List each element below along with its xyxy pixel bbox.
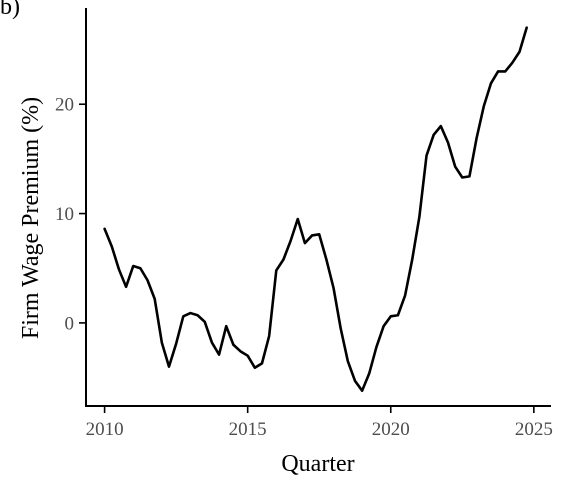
series-line <box>103 26 528 392</box>
y-tick-label: 10 <box>55 204 74 225</box>
x-axis-ticks: 2010 2015 2020 2025 <box>86 406 553 440</box>
y-tick-label: 0 <box>65 313 75 334</box>
y-axis-title: Firm Wage Premium (%) <box>18 97 44 339</box>
plot-area <box>103 26 528 392</box>
x-tick-label: 2010 <box>86 419 124 440</box>
x-tick-label: 2020 <box>372 419 410 440</box>
x-tick-label: 2025 <box>515 419 553 440</box>
panel-tag: b) <box>0 0 20 20</box>
y-axis-ticks: 0 10 20 <box>55 95 86 334</box>
x-axis-title: Quarter <box>281 451 354 477</box>
y-tick-label: 20 <box>55 95 74 116</box>
x-tick-label: 2015 <box>229 419 267 440</box>
